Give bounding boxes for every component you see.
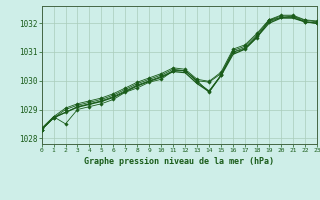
X-axis label: Graphe pression niveau de la mer (hPa): Graphe pression niveau de la mer (hPa) bbox=[84, 157, 274, 166]
